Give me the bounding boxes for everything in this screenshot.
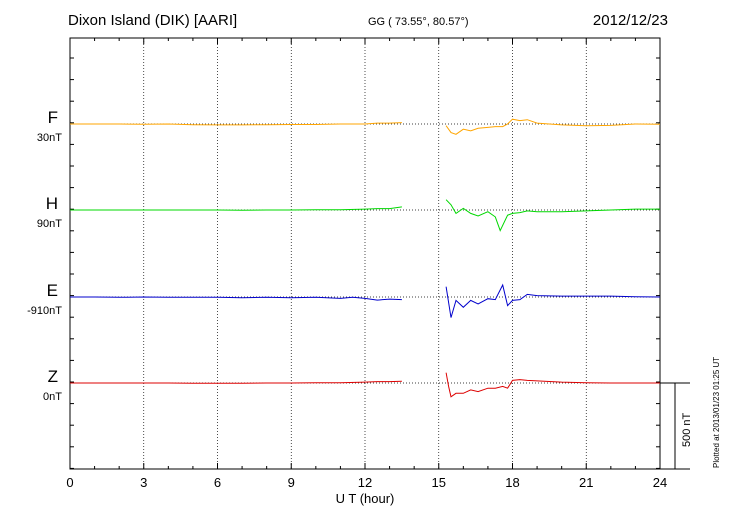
plotted-timestamp: Plotted at 2013/01/23 01:25 UT bbox=[712, 356, 721, 468]
series-h-after-gap bbox=[445, 199, 660, 232]
x-tick-label: 24 bbox=[653, 475, 667, 490]
component-label-h: H bbox=[45, 194, 58, 213]
x-tick-label: 6 bbox=[214, 475, 221, 490]
x-tick-label: 18 bbox=[505, 475, 519, 490]
scale-bar-label: 500 nT bbox=[681, 412, 693, 447]
series-z-before-gap bbox=[70, 380, 402, 384]
series-e-after-gap bbox=[445, 283, 661, 318]
component-label-e: E bbox=[46, 281, 58, 300]
baseline-label-h: 90nT bbox=[36, 218, 62, 230]
baseline-label-z: 0nT bbox=[43, 391, 62, 403]
x-tick-label: 15 bbox=[432, 475, 446, 490]
series-z-after-gap bbox=[445, 372, 660, 398]
component-label-f: F bbox=[47, 108, 58, 127]
x-tick-label: 9 bbox=[288, 475, 295, 490]
x-tick-label: 12 bbox=[358, 475, 372, 490]
x-tick-label: 21 bbox=[579, 475, 593, 490]
component-label-z: Z bbox=[47, 367, 58, 386]
baseline-label-f: 30nT bbox=[36, 132, 62, 144]
geographic-coordinates: GG ( 73.55°, 80.57°) bbox=[368, 16, 469, 28]
x-axis-label: U T (hour) bbox=[336, 491, 395, 506]
series-e-before-gap bbox=[70, 296, 402, 301]
x-tick-label: 3 bbox=[140, 475, 147, 490]
date-label: 2012/12/23 bbox=[592, 12, 668, 29]
series-f-after-gap bbox=[445, 118, 661, 135]
x-tick-label: 0 bbox=[66, 475, 73, 490]
series-f-before-gap bbox=[70, 122, 402, 126]
station-title: Dixon Island (DIK) [AARI] bbox=[68, 12, 238, 29]
series-h-before-gap bbox=[70, 206, 402, 211]
baseline-label-e: -910nT bbox=[27, 305, 62, 317]
